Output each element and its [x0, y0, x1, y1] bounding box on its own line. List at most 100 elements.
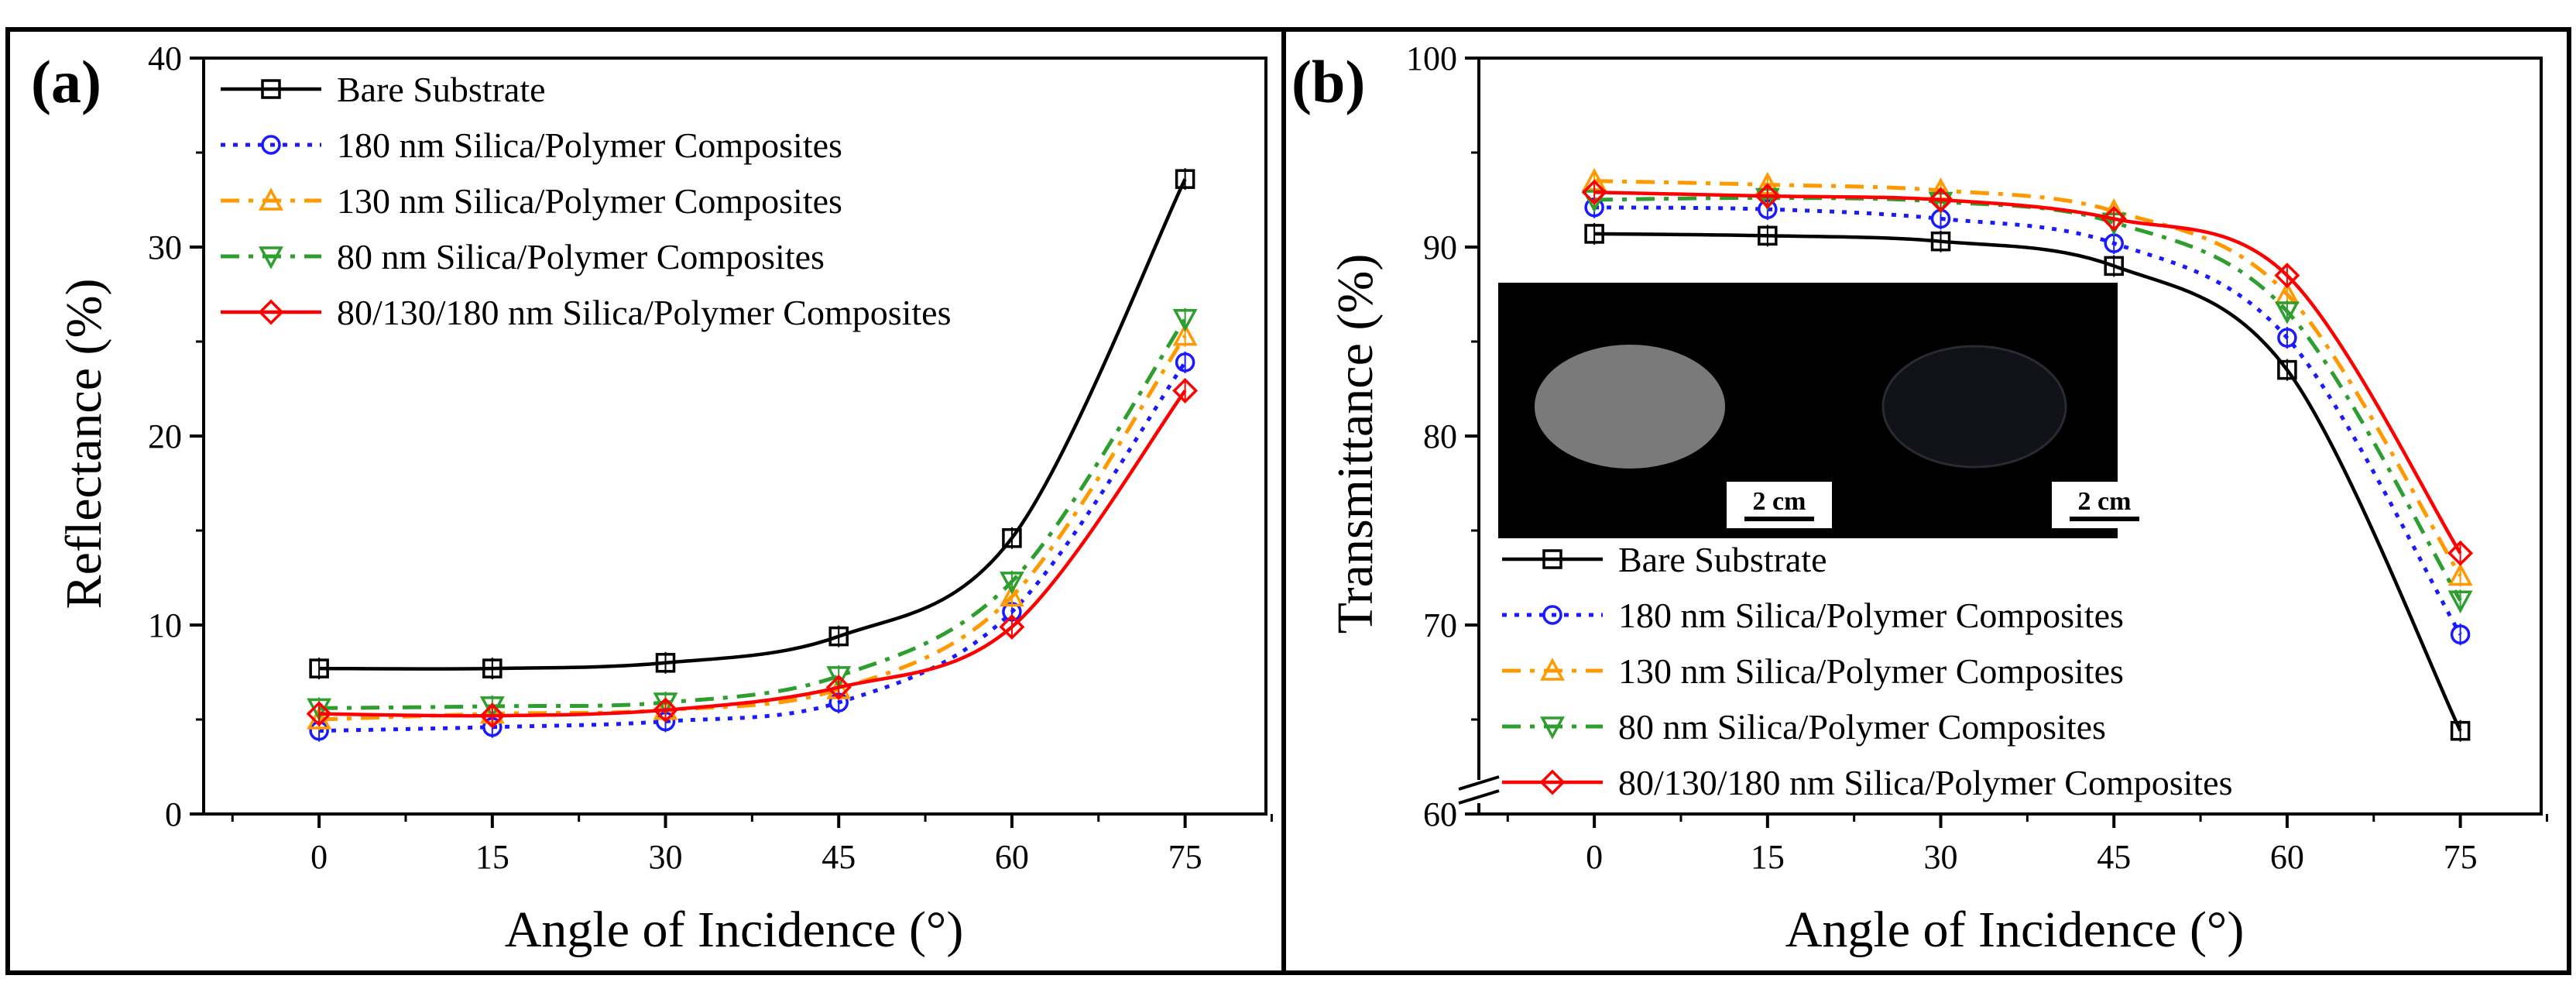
panel-b-data-point	[2447, 562, 2473, 586]
panel-a-series-line	[319, 390, 1187, 718]
panel-b-y-tick-label: 60	[1423, 795, 1457, 833]
panel-b-x-tick-label: 15	[1751, 838, 1785, 876]
panel-b-data-point	[2104, 256, 2124, 276]
panel-a-ylabel: Reflectance (%)	[56, 279, 112, 610]
panel-b-plot: 0 15 30 45 60 75 60 70 80 90 100 0	[1406, 39, 2548, 876]
panel-a-series-1	[309, 351, 1195, 742]
panel-a-data-point	[826, 666, 852, 689]
panel-b-label: (b)	[1291, 48, 1365, 115]
panel-b-x-tick-label: 45	[2097, 838, 2131, 876]
panel-b-data-point	[2277, 359, 2297, 380]
panel-a-data-point	[1172, 323, 1198, 346]
panel-b-legend-label: 180 nm Silica/Polymer Composites	[1618, 596, 2124, 635]
panel-a-data-point	[653, 697, 678, 723]
panel-b-data-point	[2447, 540, 2474, 566]
panel-a-label: (a)	[31, 48, 101, 115]
panel-a-data-point	[1175, 169, 1195, 189]
coated-substrate-sample	[1881, 345, 2067, 469]
panel-b-data-point	[1758, 225, 1778, 246]
panel-a-data-point	[999, 583, 1024, 607]
panel-b-legend-label: Bare Substrate	[1618, 540, 1827, 579]
panel-a-plot: 0 15 30 45 60 75 0 10 20 30 40	[148, 39, 1273, 876]
panel-a-frame	[5, 27, 1286, 975]
panel-a-data-point	[479, 702, 506, 729]
panel-b-legend-marker	[1542, 549, 1562, 569]
panel-b-data-point	[1754, 183, 1781, 209]
panel-a-x-tick-label: 45	[822, 838, 856, 876]
panel-b-data-point	[2450, 624, 2471, 644]
panel-a-x-tick-label: 30	[649, 838, 683, 876]
panel-a-data-point	[306, 701, 332, 727]
panel-a-data-point	[479, 696, 505, 720]
panel-a-data-point	[1172, 377, 1199, 404]
panel-a-legend-label: 80/130/180 nm Silica/Polymer Composites	[337, 293, 952, 332]
panel-a-legend-label: 80 nm Silica/Polymer Composites	[337, 237, 825, 276]
panel-b-data-point	[1930, 231, 1951, 252]
scale-label-right: 2 cm	[2078, 487, 2132, 516]
panel-b-y-tick-label: 80	[1423, 417, 1457, 455]
panel-b-x-tick-label: 30	[1924, 838, 1958, 876]
panel-a-series-3	[307, 307, 1198, 722]
panel-a-data-point	[999, 613, 1025, 640]
panel-b-legend-marker	[1539, 769, 1566, 795]
panel-a-y-tick-label: 10	[148, 606, 182, 644]
panel-b-xlabel: Angle of Incidence (°)	[1785, 902, 2245, 958]
panel-a-legend-marker	[258, 299, 284, 325]
panel-b-legend-label: 80/130/180 nm Silica/Polymer Composites	[1618, 763, 2233, 802]
scale-label-left: 2 cm	[1753, 487, 1806, 516]
panel-a-series-line	[319, 361, 1187, 733]
panel-b-data-point	[2101, 205, 2127, 232]
panel-a-legend: Bare Substrate 180 nm Silica/Polymer Comp…	[221, 70, 952, 332]
panel-a: (a) 0 15 30 45 60 75 0 10 20 30 40 Angle of Incide…	[31, 39, 1273, 958]
panel-b-series-line	[1594, 205, 2462, 636]
panel-b-data-point	[1584, 224, 1604, 244]
panel-a-legend-label: 130 nm Silica/Polymer Composites	[337, 181, 842, 221]
panel-a-data-point	[1175, 352, 1195, 373]
panel-a-y-tick-label: 40	[148, 39, 182, 77]
panel-a-legend-label: Bare Substrate	[337, 70, 546, 109]
panel-a-x-tick-label: 60	[995, 838, 1029, 876]
panel-b-data-point	[1928, 187, 1953, 213]
panel-a-y-tick-label: 30	[148, 228, 182, 266]
panel-a-series-0	[309, 168, 1195, 680]
panel-b-legend-marker	[1540, 658, 1565, 681]
panel-b-axis-break-mark	[1458, 775, 1500, 791]
panel-a-legend-marker	[259, 187, 283, 211]
panel-b-x-tick-label: 0	[1586, 838, 1603, 876]
panel-a-legend-label: 180 nm Silica/Polymer Composites	[337, 125, 842, 165]
panel-a-xlabel: Angle of Incidence (°)	[505, 902, 964, 958]
panel-b-data-point	[2274, 301, 2300, 325]
panel-b-series-line	[1594, 190, 2462, 555]
panel-b-frame	[1281, 27, 2571, 975]
panel-a-series-4	[306, 377, 1199, 729]
panel-a-data-point	[828, 626, 849, 647]
panel-b-data-point	[2450, 720, 2471, 741]
panel-a-series-line	[319, 335, 1187, 722]
panel-b-axis-break-mark	[1458, 789, 1500, 805]
panel-b-data-point	[2447, 590, 2473, 613]
panel-b-legend-marker	[1542, 605, 1562, 625]
panel-b-y-tick-label-below-break: 0	[1440, 795, 1457, 833]
panel-a-y-tick-label: 20	[148, 417, 182, 455]
panel-b-y-tick-label: 100	[1406, 39, 1457, 77]
panel-a-series-line	[319, 318, 1187, 710]
panel-b-y-tick-label: 70	[1423, 606, 1457, 644]
panel-a-legend-marker	[261, 135, 281, 155]
panel-a-data-point	[999, 572, 1024, 595]
panel-a-x-tick-label: 75	[1168, 838, 1202, 876]
panel-a-data-point	[1172, 308, 1198, 332]
panel-b-legend-label: 80 nm Silica/Polymer Composites	[1618, 707, 2106, 747]
panel-a-data-point	[309, 658, 329, 678]
panel-b-data-point	[2274, 263, 2300, 289]
panel-a-legend-marker	[259, 246, 283, 270]
panel-b-series-4	[1581, 179, 2474, 566]
panel-a-data-point	[482, 658, 503, 678]
inset-photo: 2 cm 2 cm	[1498, 283, 2157, 538]
panel-b: (b) 0 15 30 45 60 75 60 70 80 90 100 0 Angle of Inc…	[1291, 39, 2548, 958]
panel-a-x-tick-label: 0	[310, 838, 328, 876]
panel-a-axes-box	[202, 57, 1267, 816]
panel-b-legend-label: 130 nm Silica/Polymer Composites	[1618, 651, 2124, 691]
panel-b-data-point	[1581, 179, 1607, 205]
panel-a-data-point	[655, 653, 676, 673]
